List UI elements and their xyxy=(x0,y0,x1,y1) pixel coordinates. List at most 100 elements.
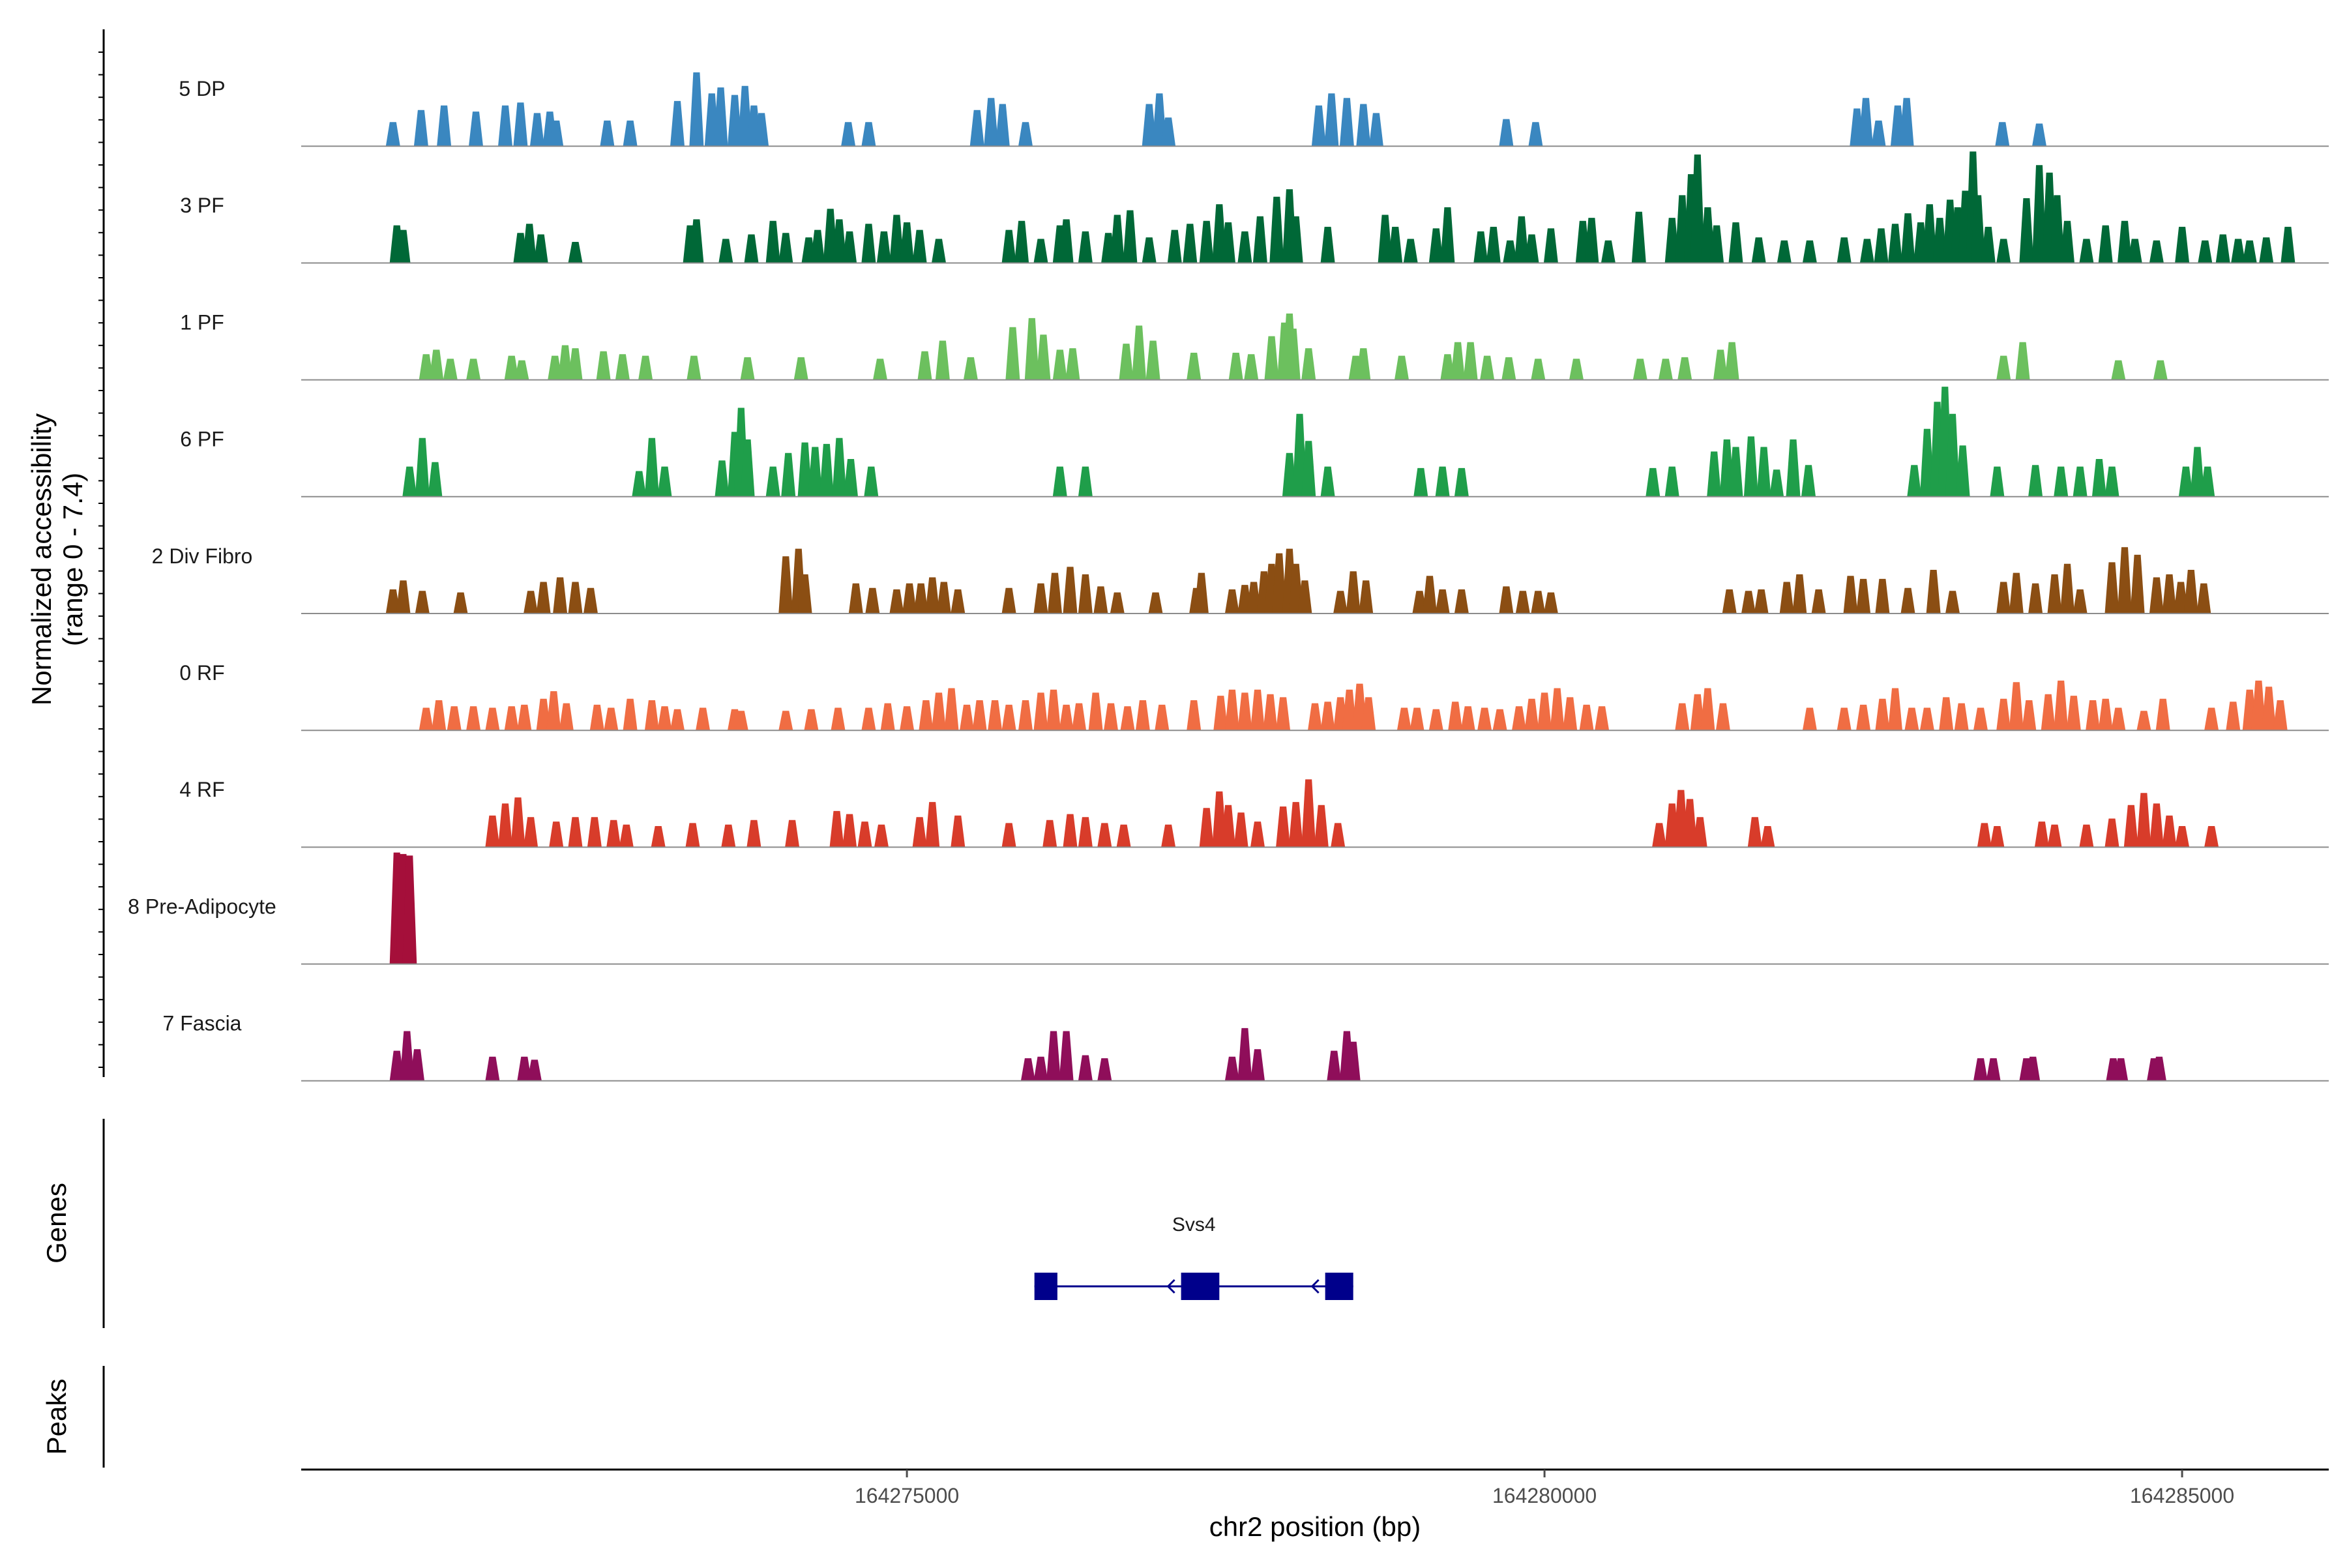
coverage-peak xyxy=(385,122,400,147)
coverage-peak xyxy=(600,120,615,147)
coverage-peak xyxy=(1843,576,1858,614)
coverage-peak xyxy=(778,711,793,731)
coverage-peak xyxy=(1097,1058,1112,1081)
coverage-peak xyxy=(2242,240,2257,263)
coverage-peak xyxy=(1327,1050,1342,1081)
coverage-peak xyxy=(2054,466,2069,497)
coverage-peak xyxy=(919,700,934,731)
coverage-peak xyxy=(1120,706,1135,731)
coverage-peak xyxy=(1579,704,1594,731)
coverage-peak xyxy=(615,354,630,380)
coverage-peak xyxy=(1477,707,1492,731)
coverage-peak xyxy=(1683,799,1698,848)
coverage-peak xyxy=(1646,467,1661,497)
coverage-peak xyxy=(1356,348,1371,380)
track-label: 7 Fascia xyxy=(163,1012,242,1035)
coverage-peak xyxy=(2155,698,2170,731)
coverage-peak xyxy=(1078,574,1093,614)
coverage-peak xyxy=(429,349,444,380)
coverage-peak xyxy=(1014,220,1029,263)
coverage-peak xyxy=(1528,122,1543,147)
track-2-div-fibro: 2 Div Fibro xyxy=(152,544,2329,614)
coverage-peak xyxy=(1052,466,1067,497)
coverage-peak xyxy=(1888,688,1902,731)
coverage-peak xyxy=(1652,823,1667,848)
coverage-peak xyxy=(951,815,966,848)
tracks-layer: 5 DP 3 PF 1 PF 6 PF 2 Div Fibro 0 RF 4 RF 8 Pre… xyxy=(128,72,2329,1082)
coverage-peak xyxy=(1690,694,1705,731)
coverage-peak xyxy=(1543,228,1558,263)
coverage-peak xyxy=(1728,447,1743,497)
coverage-peak xyxy=(437,105,452,147)
coverage-peak xyxy=(2136,711,2151,731)
coverage-peak xyxy=(1584,218,1599,263)
coverage-peak xyxy=(2118,220,2132,263)
coverage-peak xyxy=(841,122,856,147)
x-axis-title: chr2 position (bp) xyxy=(1209,1511,1421,1542)
coverage-peak xyxy=(1919,707,1934,731)
coverage-peak xyxy=(1119,344,1134,380)
gene-exon xyxy=(1034,1273,1057,1300)
track-0-rf: 0 RF xyxy=(179,661,2329,732)
coverage-peak xyxy=(1155,704,1170,731)
coverage-peak xyxy=(1435,466,1450,497)
coverage-peak xyxy=(2104,466,2119,497)
coverage-peak xyxy=(1346,571,1361,614)
coverage-peak xyxy=(2231,239,2246,263)
coverage-peak xyxy=(2098,225,2113,263)
coverage-peak xyxy=(1996,582,2011,614)
coverage-peak xyxy=(1747,817,1762,848)
coverage-peak xyxy=(1501,357,1516,380)
coverage-peak xyxy=(2251,680,2266,731)
coverage-peak xyxy=(419,354,434,380)
coverage-peak xyxy=(1569,359,1584,380)
coverage-peak xyxy=(721,824,736,848)
gene-exon xyxy=(1325,1273,1353,1300)
coverage-peak xyxy=(1996,355,2011,380)
coverage-peak xyxy=(1042,820,1057,848)
coverage-peak xyxy=(2259,237,2274,263)
track-1-pf: 1 PF xyxy=(180,310,2329,381)
coverage-peak xyxy=(1359,580,1374,614)
coverage-peak xyxy=(984,98,999,147)
coverage-peak xyxy=(804,709,819,731)
coverage-peak xyxy=(2104,562,2119,614)
coverage-peak xyxy=(876,231,891,263)
coverage-peak xyxy=(960,704,974,731)
coverage-peak xyxy=(1514,216,1529,263)
coverage-peak xyxy=(1423,576,1437,614)
coverage-peak xyxy=(972,700,987,731)
coverage-peak xyxy=(1460,706,1475,731)
coverage-peak xyxy=(2153,360,2168,380)
coverage-peak xyxy=(1187,700,1202,731)
gene-label: Svs4 xyxy=(1172,1214,1216,1235)
coverage-peak xyxy=(944,688,959,731)
coverage-peak xyxy=(2047,824,2062,848)
coverage-peak xyxy=(2104,818,2119,848)
coverage-peak xyxy=(778,233,793,263)
coverage-peak xyxy=(2073,466,2088,497)
coverage-peak xyxy=(889,214,904,263)
coverage-peak xyxy=(2079,239,2094,263)
coverage-peak xyxy=(1480,355,1495,380)
coverage-peak xyxy=(842,814,857,848)
coverage-peak xyxy=(623,120,638,147)
coverage-peak xyxy=(410,1049,424,1081)
coverage-peak xyxy=(1368,113,1383,147)
coverage-peak xyxy=(2175,826,2190,848)
coverage-peak xyxy=(1194,572,1209,614)
coverage-peak xyxy=(670,100,685,147)
coverage-peak xyxy=(1786,439,1801,497)
coverage-peak xyxy=(1237,692,1252,731)
track-4-rf: 4 RF xyxy=(179,778,2329,848)
coverage-peak xyxy=(1907,465,1922,497)
coverage-peak xyxy=(504,706,519,731)
coverage-peak xyxy=(715,460,730,497)
coverage-peak xyxy=(1065,348,1080,380)
coverage-peak xyxy=(1167,229,1182,263)
coverage-peak xyxy=(1410,707,1424,731)
coverage-peak xyxy=(1301,779,1316,848)
coverage-peak xyxy=(2032,165,2046,263)
coverage-peak xyxy=(1339,98,1354,147)
coverage-peak xyxy=(557,345,572,380)
